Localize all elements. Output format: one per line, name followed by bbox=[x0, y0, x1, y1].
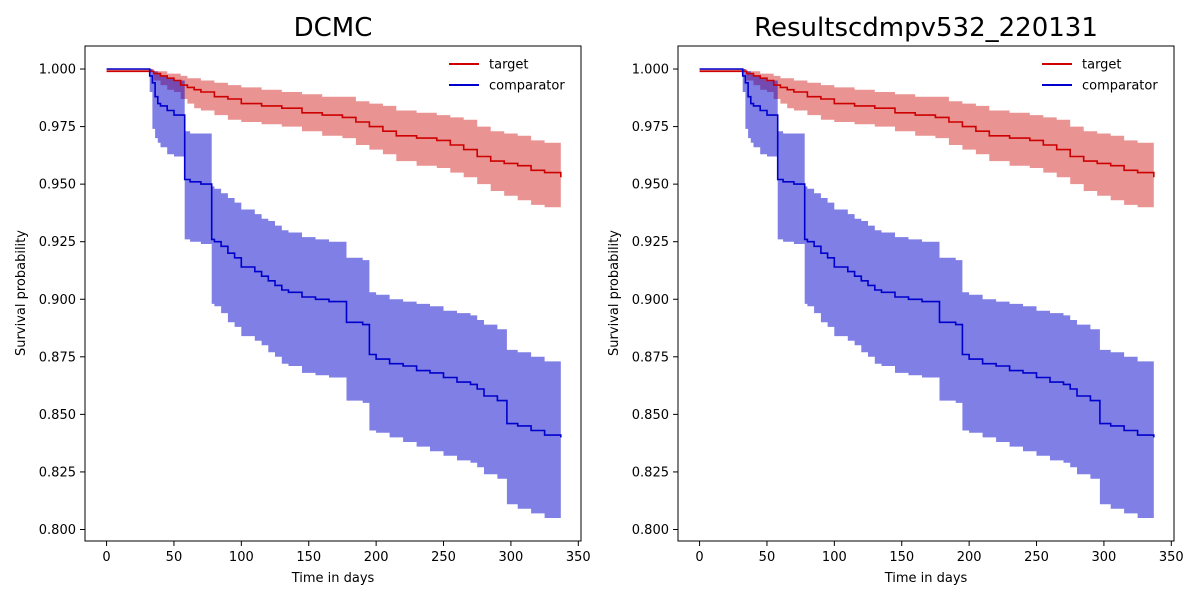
legend-label-target: target bbox=[489, 58, 529, 73]
y-tick-label: 0.900 bbox=[632, 293, 669, 308]
legend-label-comparator: comparator bbox=[489, 79, 565, 94]
plot-frame bbox=[677, 45, 1175, 542]
y-axis-label: Survival probability bbox=[14, 230, 29, 356]
x-tick-label: 350 bbox=[1159, 550, 1184, 565]
y-tick-label: 0.875 bbox=[632, 350, 669, 365]
x-axis-ticks: 0 50 100 150 200 250 300 350 bbox=[695, 541, 1184, 565]
y-tick-label: 0.850 bbox=[632, 408, 669, 423]
x-tick-label: 150 bbox=[296, 550, 321, 565]
x-tick-label: 350 bbox=[566, 550, 591, 565]
y-axis-label: Survival probability bbox=[607, 230, 622, 356]
x-tick-label: 300 bbox=[1091, 550, 1116, 565]
y-tick-label: 0.875 bbox=[39, 350, 76, 365]
chart-title: Resultscdmpv532_220131 bbox=[754, 13, 1098, 43]
legend: target comparator bbox=[449, 58, 565, 94]
x-axis-ticks: 0 50 100 150 200 250 300 350 bbox=[102, 541, 591, 565]
y-tick-label: 1.000 bbox=[632, 63, 669, 78]
x-tick-label: 250 bbox=[1024, 550, 1049, 565]
x-tick-label: 200 bbox=[364, 550, 389, 565]
x-tick-label: 100 bbox=[822, 550, 847, 565]
survival-line-target bbox=[699, 70, 1155, 178]
survival-line-comparator bbox=[699, 68, 1155, 438]
confidence-bands bbox=[106, 69, 561, 521]
x-tick-label: 100 bbox=[229, 550, 254, 565]
y-tick-label: 0.975 bbox=[632, 120, 669, 135]
confidence-band-comparator bbox=[106, 69, 561, 521]
confidence-band-target bbox=[699, 69, 1154, 210]
y-axis-ticks: 0.800 0.825 0.850 0.875 0.900 0.925 0.950 0.975… bbox=[39, 63, 85, 538]
legend-label-comparator: comparator bbox=[1082, 79, 1158, 94]
x-tick-label: 200 bbox=[957, 550, 982, 565]
y-axis-ticks: 0.800 0.825 0.850 0.875 0.900 0.925 0.950 0.975… bbox=[632, 63, 678, 538]
x-tick-label: 0 bbox=[695, 550, 703, 565]
chart-panel-dcmc: DCMC 0 50 100 150 200 250 300 350 0.8000.8250.8… bbox=[14, 13, 591, 586]
x-tick-label: 150 bbox=[889, 550, 914, 565]
survival-lines bbox=[106, 68, 562, 438]
y-tick-label: 0.900 bbox=[39, 293, 76, 308]
y-tick-label: 0.850 bbox=[39, 408, 76, 423]
legend: target comparator bbox=[1042, 58, 1158, 94]
y-tick-label: 0.825 bbox=[39, 465, 76, 480]
x-tick-label: 250 bbox=[431, 550, 456, 565]
chart-panel-resultscdmpv532: Resultscdmpv532_220131 0 50 100 150 200 250 30… bbox=[607, 13, 1184, 586]
y-tick-label: 0.800 bbox=[632, 523, 669, 538]
survival-lines bbox=[699, 68, 1155, 438]
survival-line-target bbox=[106, 70, 562, 178]
legend-label-target: target bbox=[1082, 58, 1122, 73]
x-axis-label: Time in days bbox=[884, 571, 968, 586]
y-tick-label: 0.925 bbox=[632, 235, 669, 250]
y-tick-label: 0.800 bbox=[39, 523, 76, 538]
plot-frame bbox=[84, 45, 582, 542]
chart-title: DCMC bbox=[294, 13, 373, 43]
y-tick-label: 0.925 bbox=[39, 235, 76, 250]
confidence-band-comparator bbox=[699, 69, 1154, 521]
x-tick-label: 50 bbox=[166, 550, 183, 565]
y-tick-label: 1.000 bbox=[39, 63, 76, 78]
y-tick-label: 0.950 bbox=[632, 178, 669, 193]
x-tick-label: 50 bbox=[759, 550, 776, 565]
y-tick-label: 0.950 bbox=[39, 178, 76, 193]
y-tick-label: 0.825 bbox=[632, 465, 669, 480]
confidence-bands bbox=[699, 69, 1154, 521]
x-tick-label: 300 bbox=[498, 550, 523, 565]
x-tick-label: 0 bbox=[102, 550, 110, 565]
confidence-band-target bbox=[106, 69, 561, 210]
y-tick-label: 0.975 bbox=[39, 120, 76, 135]
survival-line-comparator bbox=[106, 68, 562, 438]
x-axis-label: Time in days bbox=[291, 571, 375, 586]
